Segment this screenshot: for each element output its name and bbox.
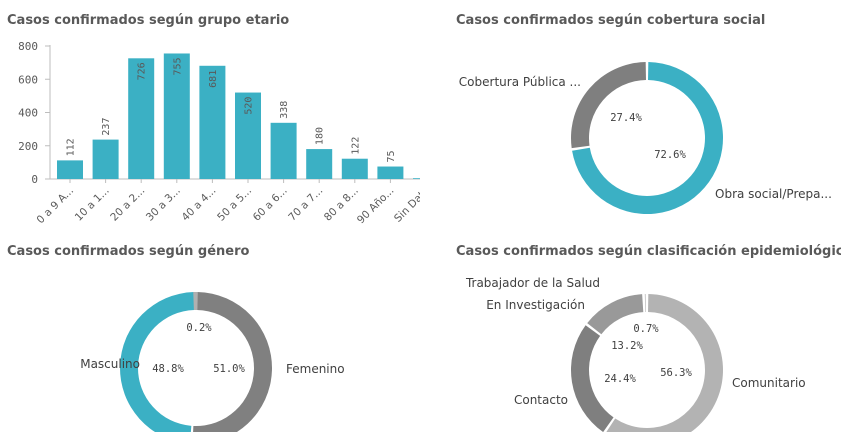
slice-percent-label: 13.2% — [611, 340, 643, 352]
epi-donut-chart: 56.3% Comunitario 24.4% Contacto 13.2% En Inv… — [465, 276, 806, 432]
bar — [270, 122, 297, 179]
bar-value-label: 681 — [208, 70, 219, 88]
coverage-donut-chart: 72.6% Obra social/Prepa... 27.4% Cobertura … — [459, 62, 832, 215]
bar — [235, 92, 261, 179]
y-tick-label: 400 — [18, 107, 38, 120]
slice-category-label: Comunitario — [732, 376, 806, 390]
x-tick-label: 30 a 3... — [144, 185, 183, 224]
x-tick-label: 70 a 7... — [286, 185, 325, 224]
epi-chart-title: Casos confirmados según clasificación ep… — [456, 244, 841, 259]
donut-slice — [193, 292, 272, 432]
slice-percent-label: 72.6% — [654, 149, 686, 161]
slice-percent-label: 51.0% — [213, 363, 245, 375]
gender-chart-panel: Casos confirmados según género 51.0% Feme… — [0, 232, 420, 432]
donut-slice — [120, 292, 195, 432]
donut-slice — [606, 294, 723, 432]
slice-percent-label: 0.7% — [633, 323, 659, 335]
bar-value-label: 237 — [101, 118, 112, 136]
slice-category-label: Obra social/Prepa... — [715, 187, 832, 201]
x-tick-label: Sin Dato — [392, 185, 420, 225]
gender-donut-chart: 51.0% Femenino 48.8% Masculino 0.2% — [80, 292, 345, 432]
coverage-chart-title: Casos confirmados según cobertura social — [456, 13, 766, 28]
slice-percent-label: 24.4% — [604, 373, 636, 385]
bar — [57, 160, 83, 179]
y-tick-label: 800 — [18, 40, 38, 53]
bar-value-label: 338 — [279, 101, 290, 119]
x-tick-label: 10 a 1... — [73, 185, 112, 224]
slice-category-label: En Investigación — [486, 298, 585, 312]
epi-chart-panel: Casos confirmados según clasificación ep… — [420, 232, 841, 432]
bar-value-label: 520 — [244, 97, 255, 115]
bar-value-label: 75 — [386, 150, 397, 162]
slice-category-label: Masculino — [80, 357, 140, 371]
bar — [128, 58, 155, 179]
slice-category-label: Cobertura Pública ... — [459, 75, 581, 89]
y-tick-label: 600 — [18, 73, 38, 86]
slice-percent-label: 48.8% — [152, 363, 184, 375]
donut-slice — [571, 325, 614, 432]
slice-percent-label: 27.4% — [610, 112, 642, 124]
bar — [413, 178, 420, 179]
x-tick-label: 50 a 5... — [215, 185, 254, 224]
bar — [377, 166, 404, 179]
donut-slice — [193, 292, 198, 311]
donut-slice — [587, 294, 644, 335]
gender-chart-title: Casos confirmados según género — [7, 244, 250, 259]
slice-percent-label: 56.3% — [660, 367, 692, 379]
y-tick-label: 200 — [18, 140, 38, 153]
slice-category-label: Femenino — [286, 362, 345, 376]
bar — [163, 53, 190, 180]
x-tick-label: 90 Año... — [355, 185, 397, 227]
x-tick-label: 60 a 6... — [251, 185, 290, 224]
y-tick-label: 0 — [31, 173, 38, 186]
donut-slice — [571, 62, 646, 149]
bar-value-label: 180 — [315, 127, 326, 145]
bar — [92, 139, 119, 179]
donut-slice — [644, 294, 646, 313]
bar-value-label: 726 — [137, 62, 148, 80]
age-group-chart-title: Casos confirmados según grupo etario — [7, 13, 290, 28]
bar-value-label: 112 — [66, 138, 77, 156]
slice-percent-label: 0.2% — [186, 322, 212, 334]
coverage-chart-panel: Casos confirmados según cobertura social… — [420, 0, 841, 230]
x-tick-label: 0 a 9 A... — [35, 185, 77, 227]
bar — [341, 158, 368, 179]
age-group-bar-chart: 0 200 400 600 800 112 0 a 9 A... 237 10 a 1... 72… — [18, 40, 420, 227]
age-group-chart-panel: Casos confirmados según grupo etario 0 20… — [0, 0, 420, 230]
x-tick-label: 20 a 2... — [108, 185, 147, 224]
x-tick-label: 40 a 4... — [180, 185, 219, 224]
bar — [306, 149, 333, 179]
slice-category-label: Contacto — [514, 393, 568, 407]
slice-category-label: Trabajador de la Salud — [465, 276, 600, 290]
bar — [199, 65, 226, 179]
bar-value-label: 122 — [350, 137, 361, 155]
bar-value-label: 755 — [172, 57, 183, 75]
